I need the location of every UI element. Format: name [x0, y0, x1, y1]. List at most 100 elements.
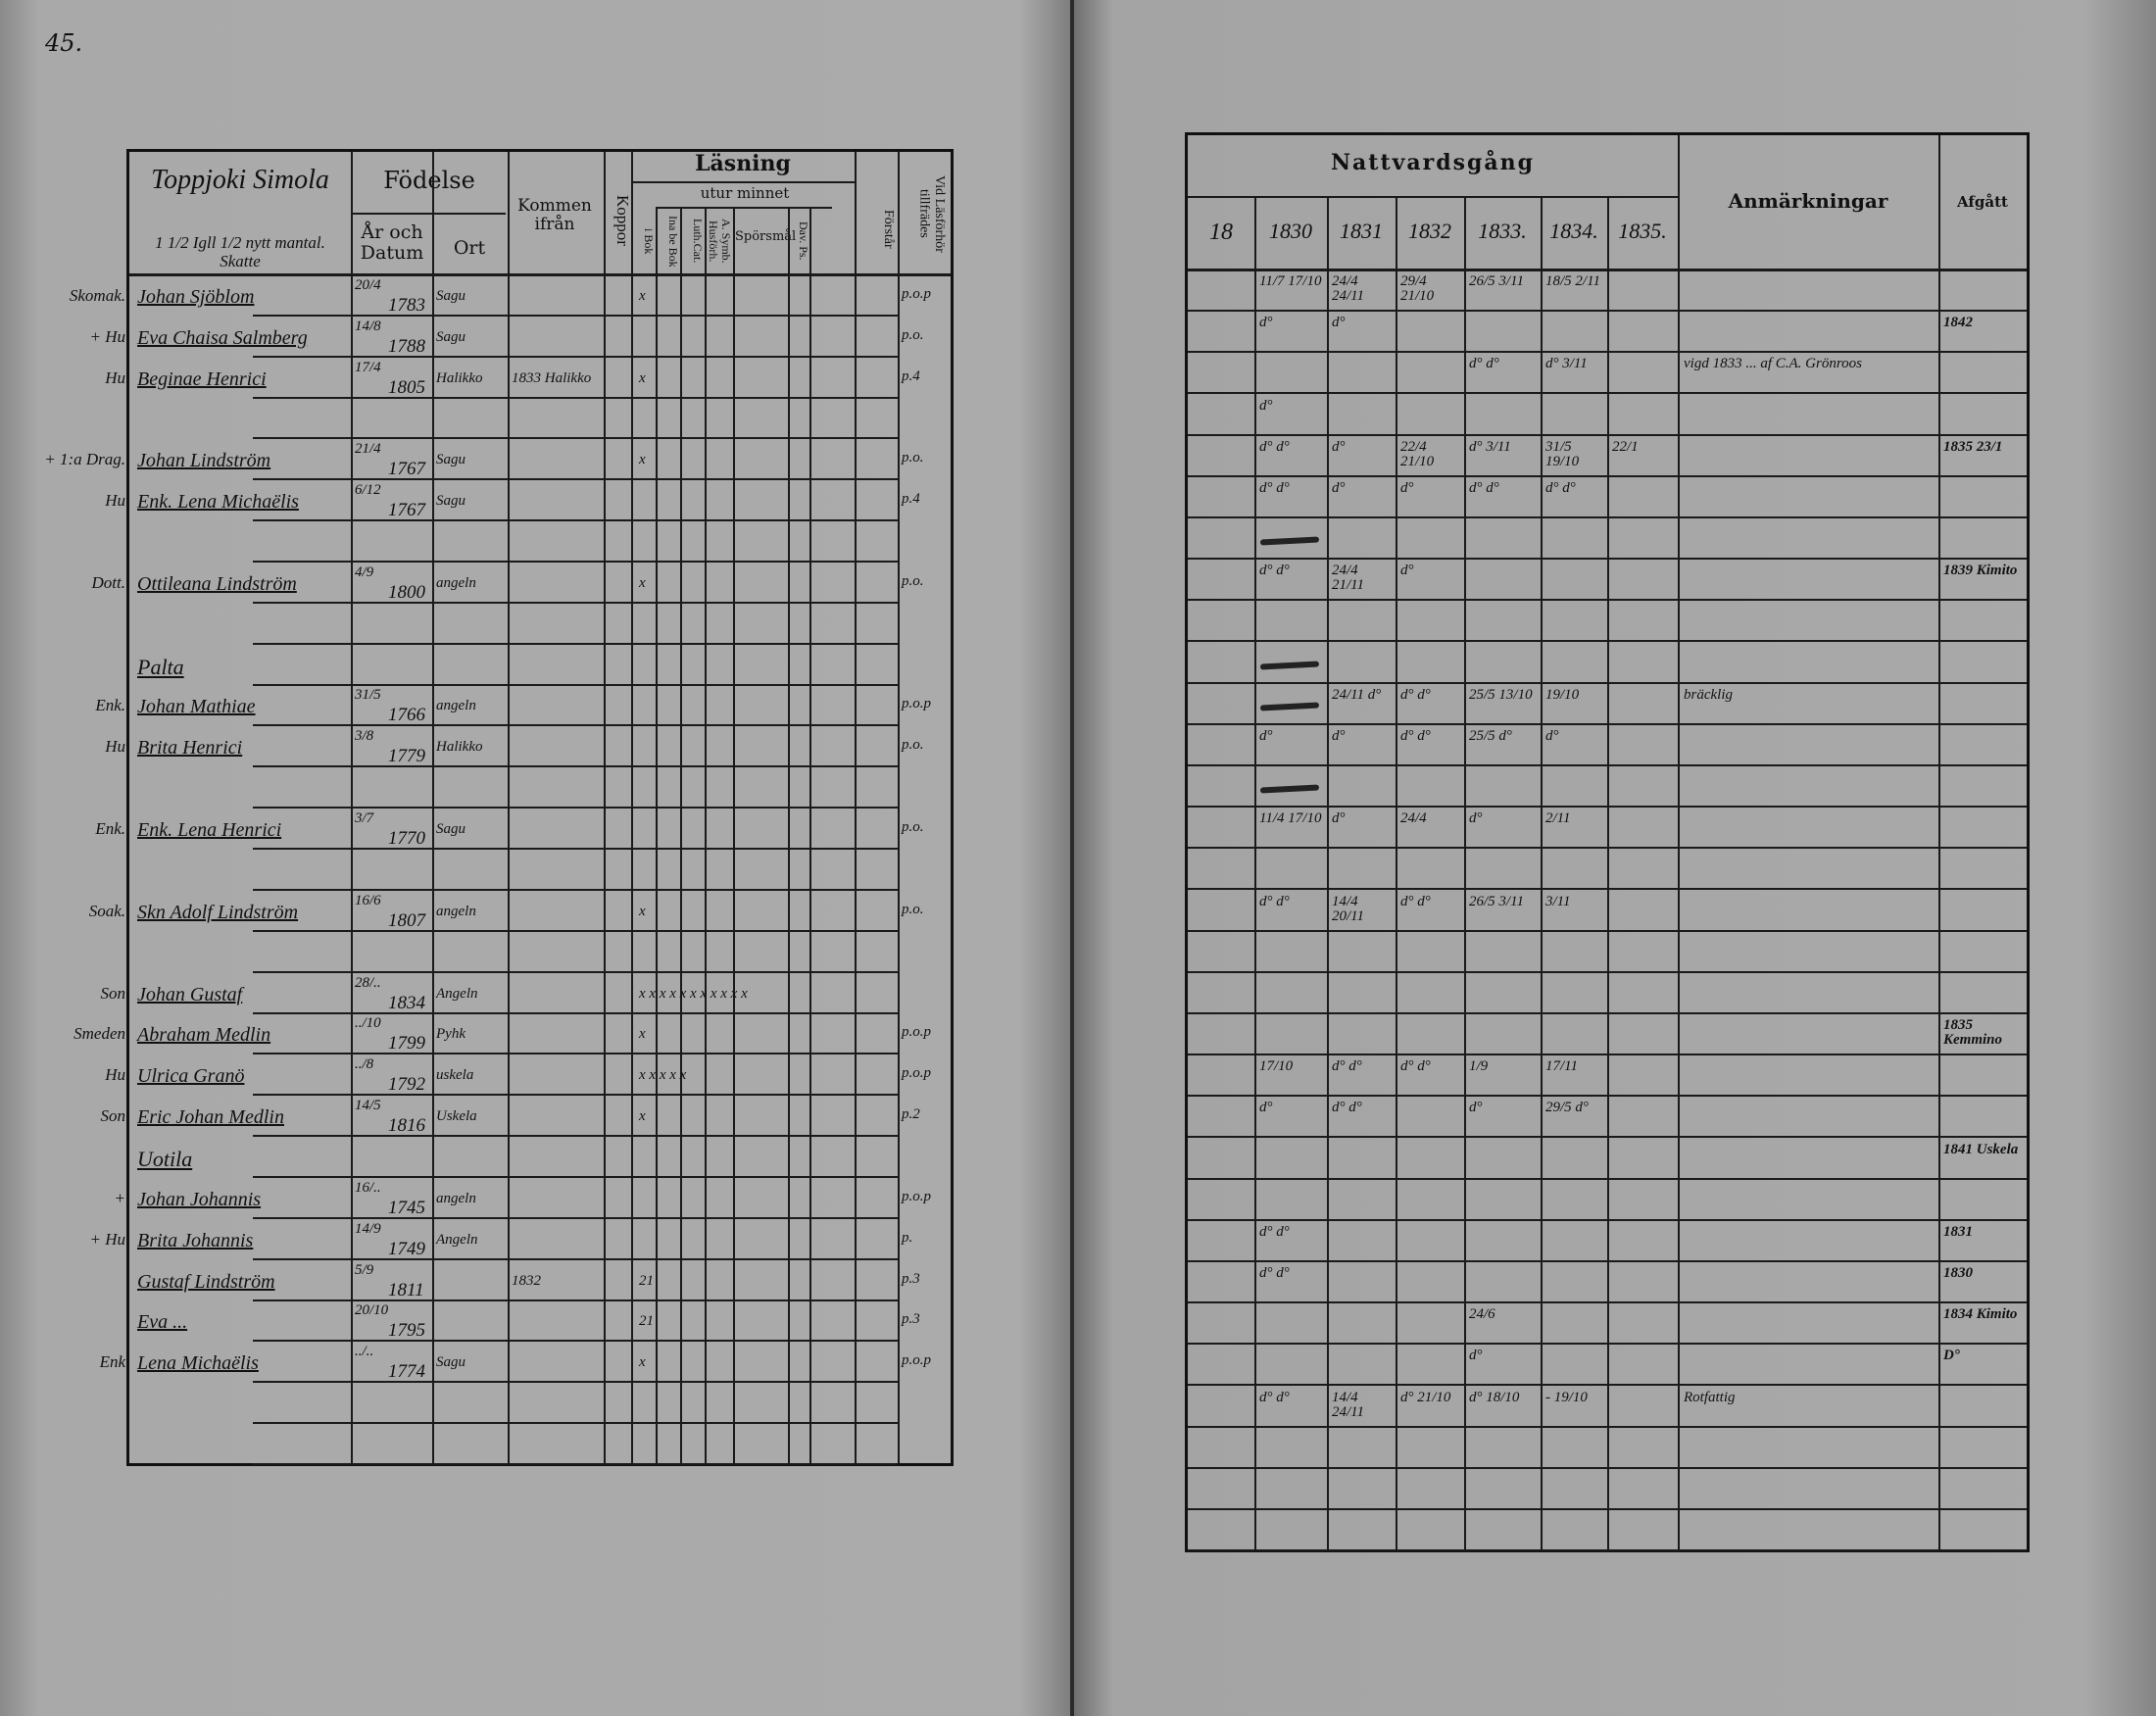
- communion-date: d° d°: [1259, 1389, 1290, 1405]
- row-divider: [253, 848, 898, 851]
- header-understands: Förstår: [881, 210, 896, 249]
- row-divider: [253, 1340, 898, 1343]
- row-birth-place: Sagu: [436, 452, 466, 468]
- communion-date: 14/4 24/11: [1332, 1389, 1365, 1420]
- row-catechetical-notes: p.o.: [902, 901, 924, 917]
- row-divider: [1188, 310, 2027, 313]
- communion-date: 24/11 d°: [1332, 686, 1382, 703]
- row-divider: [1188, 847, 2027, 850]
- row-name: Johan Johannis: [137, 1188, 262, 1210]
- row-name: Abraham Medlin: [137, 1024, 271, 1047]
- communion-date: d° d°: [1259, 1265, 1290, 1282]
- row-divider: [1188, 1136, 2027, 1139]
- communion-date: 26/5 3/11: [1469, 893, 1524, 909]
- communion-date: 17/11: [1545, 1058, 1579, 1075]
- row-birth-year: 1834: [388, 992, 425, 1013]
- row-divider: [253, 355, 898, 358]
- communion-date: d°: [1259, 397, 1273, 414]
- row-departed: 1839 Kimito: [1943, 563, 2018, 579]
- strikethrough-mark: [1259, 702, 1320, 711]
- communion-date: d° 3/11: [1469, 438, 1511, 455]
- row-birth-day: ../8: [355, 1056, 374, 1073]
- row-departed: 1842: [1943, 315, 1973, 331]
- row-divider: [1188, 722, 2027, 725]
- column-divider: [656, 207, 658, 1463]
- row-divider: [253, 1299, 898, 1301]
- row-birth-place: Angeln: [436, 1231, 478, 1248]
- row-birth-year: 1792: [388, 1074, 425, 1096]
- row-birth-year: 1788: [388, 335, 425, 357]
- communion-date: d°: [1469, 810, 1483, 827]
- row-catechetical-notes: p.4: [902, 491, 920, 508]
- row-birth-day: 17/4: [355, 359, 381, 375]
- row-divider: [1188, 1343, 2027, 1346]
- row-remark: bräcklig: [1684, 686, 1733, 703]
- header-year: 1830: [1269, 219, 1312, 243]
- row-role: Dott.: [91, 572, 125, 592]
- row-divider: [1188, 1301, 2027, 1304]
- row-birth-year: 1767: [388, 459, 425, 480]
- row-came-from: 1833 Halikko: [512, 369, 592, 386]
- row-divider: [253, 765, 898, 768]
- row-reading-marks: x: [639, 574, 646, 591]
- row-catechetical-notes: p.o.p: [902, 696, 931, 712]
- row-birth-year: 1811: [388, 1279, 424, 1300]
- row-divider: [1188, 1507, 2027, 1510]
- row-divider: [1188, 1466, 2027, 1469]
- row-departed: 1831: [1943, 1223, 1973, 1240]
- communion-date: 22/4 21/10: [1400, 438, 1435, 469]
- row-catechetical-notes: p.o.: [902, 572, 924, 589]
- header-divider: [129, 273, 951, 276]
- row-catechetical-notes: p.o.p: [902, 285, 931, 302]
- communion-date: d°: [1259, 315, 1273, 331]
- row-departed: 1835 23/1: [1943, 438, 2003, 455]
- row-catechetical-notes: p.3: [902, 1270, 920, 1287]
- left-page: 45. Toppjoki Simola 1 1/2 Igll 1/2 nytt …: [0, 0, 1072, 1716]
- row-birth-place: Sagu: [436, 287, 466, 304]
- row-divider: [253, 1175, 898, 1178]
- row-birth-place: angeln: [436, 574, 476, 591]
- communion-date: d° d°: [1332, 1100, 1362, 1116]
- row-divider: [1188, 433, 2027, 436]
- communion-date: 19/10: [1545, 686, 1580, 703]
- row-divider: [1188, 763, 2027, 766]
- strikethrough-mark: [1259, 661, 1320, 670]
- row-name: Brita Henrici: [137, 737, 243, 760]
- column-divider: [898, 152, 900, 1463]
- communion-date: d° 21/10: [1400, 1389, 1451, 1405]
- communion-date: d° 18/10: [1469, 1389, 1520, 1405]
- column-divider: [1678, 135, 1680, 1549]
- place-subtitle: 1 1/2 Igll 1/2 nytt mantal. Skatte: [155, 233, 325, 270]
- row-reading-marks: x x x x x: [639, 1067, 687, 1084]
- communion-date: 22/1: [1612, 438, 1639, 455]
- row-catechetical-notes: p.o.p: [902, 1065, 931, 1082]
- right-page: Nattvardsgång 18 Anmärkningar Afgått 183…: [1074, 0, 2156, 1716]
- row-birth-place: Halikko: [436, 369, 483, 386]
- row-divider: [253, 724, 898, 727]
- row-birth-place: uskela: [436, 1067, 474, 1084]
- row-name: Johan Mathiae: [137, 696, 256, 718]
- header-communion: Nattvardsgång: [1330, 150, 1536, 175]
- column-divider: [1938, 135, 1940, 1549]
- communion-date: d° d°: [1259, 1223, 1290, 1240]
- communion-date: 24/4: [1400, 810, 1427, 827]
- row-birth-year: 1805: [388, 376, 425, 398]
- row-birth-day: 14/8: [355, 318, 381, 334]
- row-role: Hu: [105, 737, 125, 757]
- communion-date: 14/4 20/11: [1332, 893, 1365, 924]
- communion-date: d° 3/11: [1545, 356, 1588, 372]
- row-reading-marks: x: [639, 287, 646, 304]
- row-reading-marks: x: [639, 1026, 646, 1043]
- communion-date: d° d°: [1259, 438, 1290, 455]
- row-divider: [1188, 558, 2027, 561]
- row-birth-day: 4/9: [355, 564, 374, 580]
- row-birth-place: Sagu: [436, 821, 466, 838]
- page-number: 45.: [45, 29, 83, 57]
- row-role: +: [114, 1188, 125, 1207]
- column-divider: [788, 207, 790, 1463]
- column-divider: [733, 207, 735, 1463]
- row-birth-place: Halikko: [436, 739, 483, 756]
- header-divider: [1188, 269, 2027, 271]
- communion-date: d° d°: [1469, 356, 1499, 372]
- row-birth-place: Sagu: [436, 1354, 466, 1371]
